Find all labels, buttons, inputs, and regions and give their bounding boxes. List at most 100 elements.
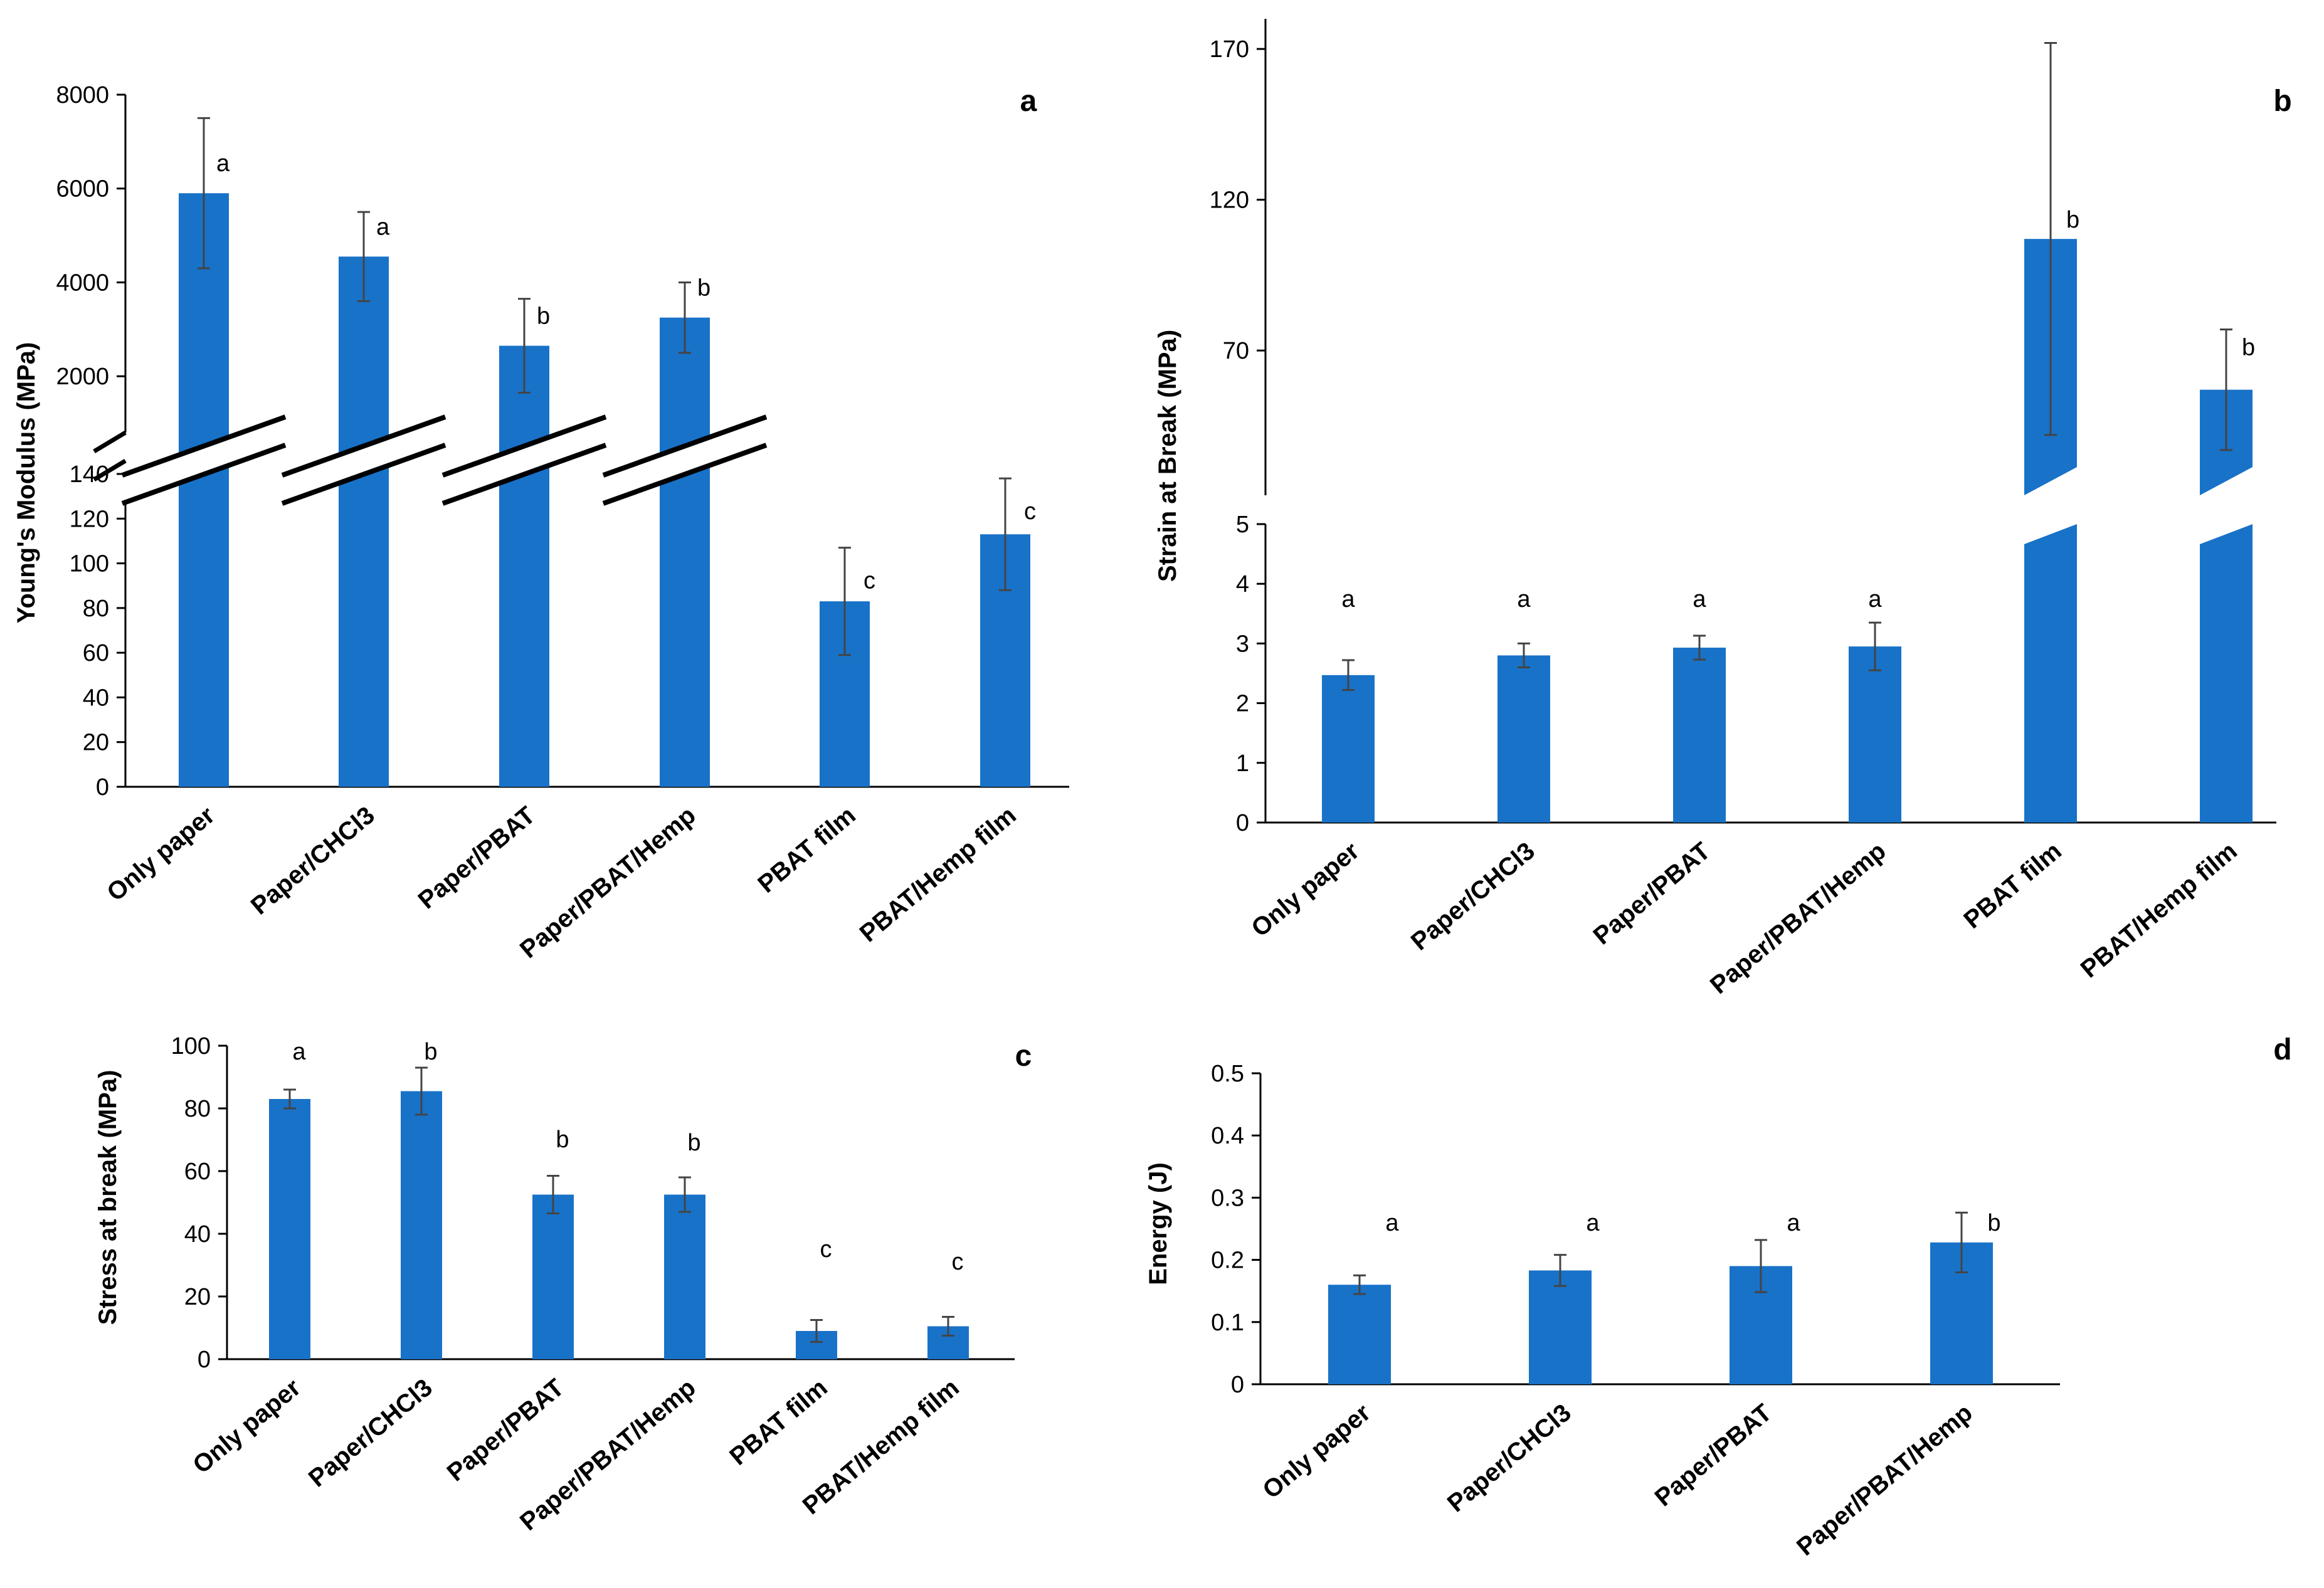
category-label-b: Only paper [1246,837,1364,942]
y-tick-label-d: 0 [1231,1372,1244,1398]
bar-b [1322,675,1375,823]
chart-panel-a: a Young's Modulus (MPa) 0204060801001201… [13,82,1069,964]
y-tick-label-c: 60 [184,1159,211,1185]
category-label-b: Paper/CHCl3 [1406,837,1540,955]
category-labels-b: Only paper Paper/CHCl3 Paper/PBATPaper/PBA… [1246,837,2242,999]
y-axis-label-b: Strain at Break (MPa) [1154,330,1181,582]
category-label-a: Paper/PBAT/Hemp [515,801,701,964]
letter-a: c [1024,498,1036,525]
y-tick-label-lower-b: 0 [1236,810,1249,836]
axis-break-line-a [281,414,446,478]
significance-letters-c: a b b b c c [292,1039,963,1275]
category-label-b: PBAT film [1958,837,2066,934]
category-label-d: Paper/CHCl3 [1442,1399,1577,1517]
error-bars-c [283,1066,954,1343]
significance-letters-a: a a b b c c [216,150,1036,594]
bar-b [1497,655,1550,823]
bar-c [269,1099,310,1359]
letter-d: a [1787,1210,1800,1236]
category-label-a: Paper/PBAT [413,801,541,914]
bars-d [1328,1242,1993,1384]
letter-b: a [1693,586,1706,613]
bar-d [1328,1285,1391,1384]
y-tick-label-lower-a: 20 [83,730,109,756]
y-tick-label-lower-b: 4 [1236,571,1249,597]
y-tick-label-lower-b: 5 [1236,512,1249,538]
axis-break-line-a [602,443,768,506]
letter-c: c [820,1236,832,1263]
bar-b [1673,648,1726,823]
bar-c [664,1194,705,1359]
category-label-d: Paper/PBAT [1650,1399,1777,1512]
category-label-b: PBAT/Hemp film [2076,837,2242,983]
bar-a [660,317,710,787]
letter-a: a [216,150,230,177]
y-tick-label-lower-a: 60 [83,640,109,666]
category-label-c: Paper/PBAT [442,1374,569,1486]
y-tick-label-upper-a: 4000 [56,270,109,296]
letter-b: b [2242,335,2255,361]
y-tick-label-d: 0.4 [1211,1123,1244,1149]
letter-b: a [1341,586,1355,613]
y-tick-label-lower-a: 120 [70,506,109,532]
significance-letters-b: a a a a b b [1341,207,2255,613]
y-axis-c: 0 20 40 60 80 100 [171,1033,1015,1373]
y-tick-label-lower-a: 80 [83,596,109,622]
y-tick-label-d: 0.3 [1211,1185,1244,1211]
axis-break-gap-a [603,417,766,503]
axis-break-gap-a [443,417,606,503]
y-tick-label-upper-a: 2000 [56,364,109,390]
category-label-c: Paper/CHCl3 [304,1374,438,1492]
letter-d: a [1586,1210,1600,1236]
bar-d [1529,1270,1592,1384]
axis-break-marks-a [93,414,768,506]
axis-break-line-a [93,458,127,482]
y-tick-label-c: 100 [171,1033,211,1060]
category-labels-a: Only paper Paper/CHCl3 Paper/PBATPaper/PBA… [102,801,1021,964]
letter-c: b [556,1127,569,1153]
y-tick-label-d: 0.2 [1211,1248,1244,1274]
y-tick-label-lower-b: 1 [1236,750,1249,777]
axis-break-line-a [602,414,768,478]
bar-b [1849,646,1901,823]
panel-label-c: c [1015,1039,1032,1073]
y-tick-label-lower-b: 3 [1236,631,1249,657]
y-axis-upper-b: 70 120 170 [1210,19,1267,495]
axis-break-line-a [121,443,287,506]
letter-c: a [292,1039,306,1065]
bar-a [499,345,549,787]
bar-lower-b [2200,524,2253,823]
bars-c [269,1091,969,1359]
y-tick-label-c: 0 [198,1347,211,1373]
bar-c [532,1194,574,1359]
letter-a: b [697,275,710,302]
y-tick-label-lower-b: 2 [1236,691,1249,717]
y-axis-upper-a: 2000 4000 6000 8000 [56,82,127,433]
chart-panel-d: d Energy (J) 0 0.1 0.2 0.3 0.4 0.5 a a a b Only … [1144,1033,2292,1561]
y-tick-label-c: 40 [184,1221,211,1248]
bar-a [179,193,229,787]
category-label-a: PBAT film [753,801,860,898]
letter-a: b [537,303,550,330]
y-tick-label-lower-a: 100 [70,551,109,577]
error-bars-a [198,117,1011,656]
category-label-b: Paper/PBAT/Hemp [1705,837,1891,999]
error-bars-b [1342,41,2232,691]
category-label-c: Only paper [188,1374,305,1479]
y-tick-label-upper-a: 6000 [56,176,109,202]
axis-break-gap-a [282,417,445,503]
chart-panel-c: c Stress at break (MPa) 0 20 40 60 80 100 a b b… [94,1033,1032,1536]
axis-break-line-a [121,414,287,478]
y-tick-label-lower-a: 40 [83,685,109,711]
axis-break-line-a [93,430,127,454]
y-axis-lower-b: 0 1 2 3 4 5 [1236,512,2276,836]
y-tick-label-d: 0.1 [1211,1310,1244,1336]
y-tick-label-c: 80 [184,1096,211,1122]
bar-lower-b [2024,524,2077,823]
category-label-d: Paper/PBAT/Hemp [1792,1399,1978,1561]
panel-label-b: b [2273,85,2291,118]
letter-d: a [1385,1210,1399,1236]
